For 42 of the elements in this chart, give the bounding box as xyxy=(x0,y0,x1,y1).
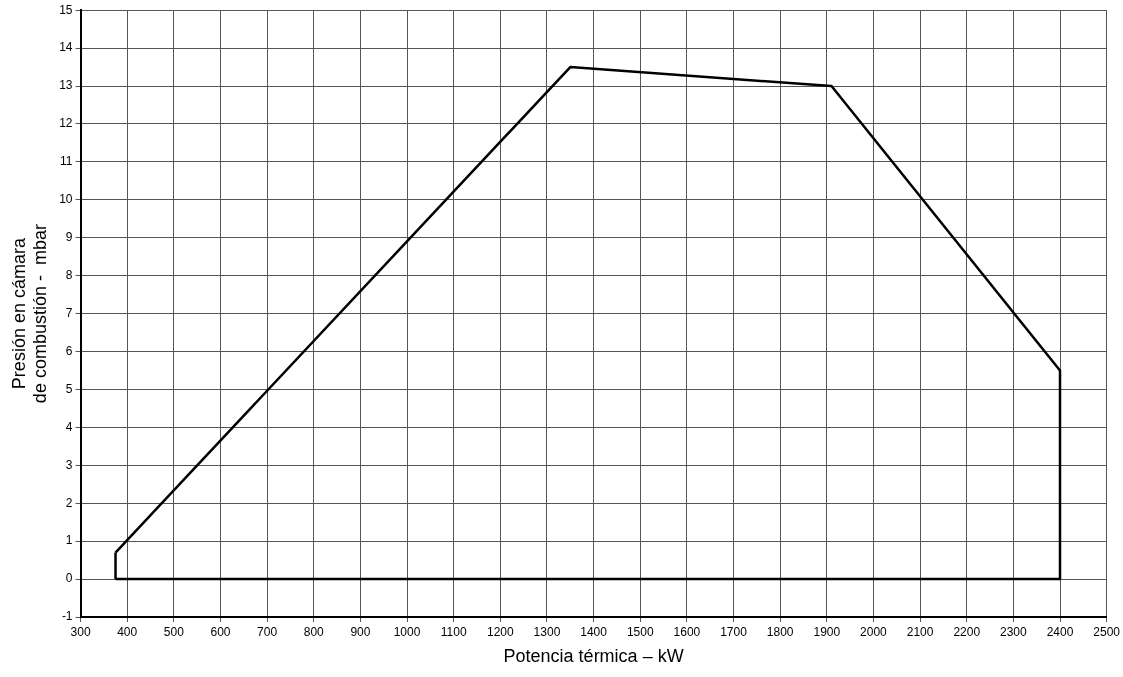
x-tick-label: 2100 xyxy=(906,624,934,639)
y-tick-label: 6 xyxy=(65,343,73,358)
x-tick-label: 500 xyxy=(163,624,185,639)
x-tick-label: 2300 xyxy=(1000,624,1028,639)
y-tick-label: 11 xyxy=(60,154,73,169)
x-tick-label: 2500 xyxy=(1093,624,1121,639)
x-tick-label: 1000 xyxy=(393,624,421,639)
x-tick-label: 900 xyxy=(350,624,371,639)
y-tick-label: 2 xyxy=(65,495,73,510)
y-tick-label: 4 xyxy=(65,419,73,434)
x-tick-label: 1200 xyxy=(486,624,514,639)
y-tick-label: 15 xyxy=(59,2,73,17)
x-tick-label: 800 xyxy=(303,624,325,639)
x-tick-label: 2400 xyxy=(1046,624,1074,639)
y-tick-label: 13 xyxy=(59,78,73,93)
y-tick-label: 10 xyxy=(59,192,73,207)
y-tick-label: 5 xyxy=(65,381,73,396)
x-tick-label: 1500 xyxy=(626,624,654,639)
y-tick-label: 9 xyxy=(65,230,73,245)
x-tick-label: 1600 xyxy=(673,624,701,639)
y-tick-label: 3 xyxy=(65,457,73,472)
y-tick-label: 14 xyxy=(59,40,73,55)
x-tick-label: 1700 xyxy=(720,624,748,639)
x-tick-label: 300 xyxy=(70,624,91,639)
x-tick-label: 700 xyxy=(257,624,278,639)
y-tick-label: 8 xyxy=(65,267,73,282)
x-tick-label: 1400 xyxy=(580,624,608,639)
y-tick-label: 0 xyxy=(65,571,73,586)
x-tick-label: 400 xyxy=(117,624,138,639)
y-tick-label: 12 xyxy=(59,116,73,131)
x-tick-label: 1800 xyxy=(766,624,794,639)
y-tick-label: 7 xyxy=(65,305,73,320)
y-tick-label: 1 xyxy=(65,533,73,548)
x-tick-label: 1900 xyxy=(813,624,841,639)
x-tick-label: 1100 xyxy=(440,624,467,639)
y-axis-title: Presión en cámara de combustión - mbar xyxy=(8,224,51,404)
x-tick-label: 1300 xyxy=(533,624,561,639)
x-tick-label: 2200 xyxy=(953,624,981,639)
y-tick-label: -1 xyxy=(61,609,73,624)
x-tick-label: 2000 xyxy=(860,624,888,639)
x-axis-title: Potencia térmica – kW xyxy=(503,646,684,667)
x-tick-label: 600 xyxy=(210,624,231,639)
